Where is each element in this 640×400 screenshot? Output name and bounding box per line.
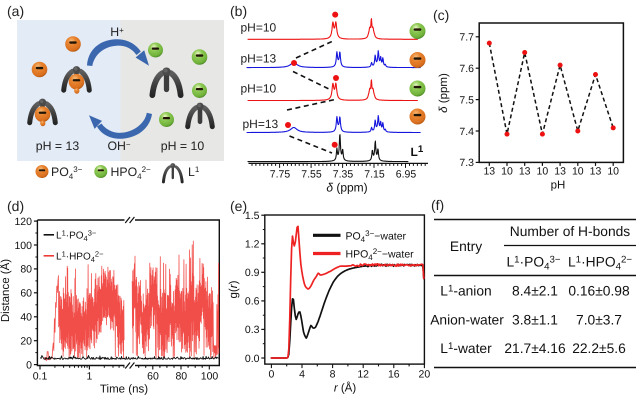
svg-text:(d): (d) — [7, 198, 24, 214]
svg-text:80: 80 — [20, 264, 32, 276]
svg-text:16: 16 — [388, 369, 400, 381]
svg-text:40: 40 — [20, 312, 32, 324]
svg-text:0.6: 0.6 — [245, 296, 260, 308]
svg-text:HPO42−: HPO42− — [111, 165, 152, 181]
svg-text:7.4: 7.4 — [459, 126, 474, 138]
svg-text:OH−: OH− — [107, 139, 130, 153]
svg-text:(c): (c) — [433, 7, 449, 23]
svg-text:L1-water: L1-water — [440, 341, 492, 356]
svg-text:r (Å): r (Å) — [334, 381, 357, 395]
svg-text:pH=13: pH=13 — [241, 52, 277, 66]
svg-text:pH = 10: pH = 10 — [161, 139, 205, 153]
svg-text:8.4±2.1: 8.4±2.1 — [512, 284, 558, 299]
svg-text:13: 13 — [554, 166, 566, 178]
svg-text:7.55: 7.55 — [301, 169, 322, 181]
svg-text:L1-anion: L1-anion — [440, 284, 491, 299]
svg-text:6.95: 6.95 — [396, 169, 417, 181]
svg-text:7.35: 7.35 — [333, 169, 354, 181]
svg-text:20: 20 — [419, 369, 431, 381]
svg-text:1.5: 1.5 — [245, 210, 260, 222]
svg-text:13: 13 — [483, 166, 495, 178]
svg-text:δ (ppm): δ (ppm) — [438, 73, 450, 113]
svg-text:7.0±3.7: 7.0±3.7 — [576, 313, 622, 328]
svg-text:7.5: 7.5 — [459, 94, 474, 106]
svg-text:21.7±4.16: 21.7±4.16 — [504, 341, 566, 356]
svg-text:pH: pH — [551, 180, 566, 192]
svg-text:10: 10 — [501, 166, 513, 178]
svg-text:4: 4 — [299, 369, 305, 381]
svg-text:1: 1 — [86, 371, 92, 383]
svg-text:Anion-water: Anion-water — [430, 313, 504, 328]
svg-text:12: 12 — [357, 369, 369, 381]
svg-text:13: 13 — [519, 166, 531, 178]
svg-text:0.3: 0.3 — [245, 324, 260, 336]
svg-text:pH=10: pH=10 — [241, 21, 277, 35]
svg-text:7.15: 7.15 — [364, 169, 385, 181]
svg-text:0.9: 0.9 — [245, 267, 260, 279]
svg-text:100: 100 — [201, 371, 219, 383]
svg-text:δ (ppm): δ (ppm) — [326, 181, 367, 195]
svg-text:Time (ns): Time (ns) — [100, 384, 148, 396]
svg-text:0.0: 0.0 — [245, 353, 260, 365]
svg-text:pH=10: pH=10 — [241, 82, 277, 96]
svg-text:80: 80 — [175, 371, 187, 383]
svg-text:120: 120 — [14, 216, 32, 228]
svg-text:g(r): g(r) — [228, 280, 240, 298]
svg-text:1.2: 1.2 — [245, 239, 260, 251]
svg-text:pH=13: pH=13 — [243, 117, 279, 131]
svg-text:(b): (b) — [230, 3, 247, 19]
svg-text:Entry: Entry — [450, 239, 482, 254]
svg-text:10: 10 — [607, 166, 619, 178]
svg-text:100: 100 — [14, 240, 32, 252]
svg-text:7.3: 7.3 — [459, 157, 474, 169]
svg-text:3.8±1.1: 3.8±1.1 — [512, 313, 558, 328]
svg-text:10: 10 — [572, 166, 584, 178]
svg-text:20: 20 — [20, 336, 32, 348]
svg-text:HPO42−−water: HPO42−−water — [346, 247, 415, 262]
svg-text:0.16±0.98: 0.16±0.98 — [568, 284, 630, 299]
svg-text:Distance (Å): Distance (Å) — [0, 259, 12, 322]
svg-text:7.6: 7.6 — [459, 63, 474, 75]
svg-text:60: 60 — [20, 288, 32, 300]
svg-text:60: 60 — [147, 371, 159, 383]
svg-text:L1: L1 — [188, 165, 200, 179]
svg-text:7.7: 7.7 — [459, 32, 474, 44]
svg-text:0: 0 — [268, 369, 274, 381]
svg-text:(f): (f) — [431, 197, 444, 213]
svg-text:(e): (e) — [230, 198, 247, 214]
svg-text:13: 13 — [590, 166, 602, 178]
svg-text:8: 8 — [330, 369, 336, 381]
svg-text:PO43−−water: PO43−−water — [346, 229, 407, 244]
svg-text:7.75: 7.75 — [270, 169, 291, 181]
svg-text:22.2±5.6: 22.2±5.6 — [572, 341, 626, 356]
svg-text:pH = 13: pH = 13 — [36, 139, 80, 153]
svg-text:0.1: 0.1 — [33, 371, 48, 383]
svg-text:Number of H-bonds: Number of H-bonds — [510, 224, 630, 239]
svg-text:0: 0 — [26, 359, 32, 371]
svg-text:(a): (a) — [7, 3, 24, 19]
svg-text:10: 10 — [537, 166, 549, 178]
